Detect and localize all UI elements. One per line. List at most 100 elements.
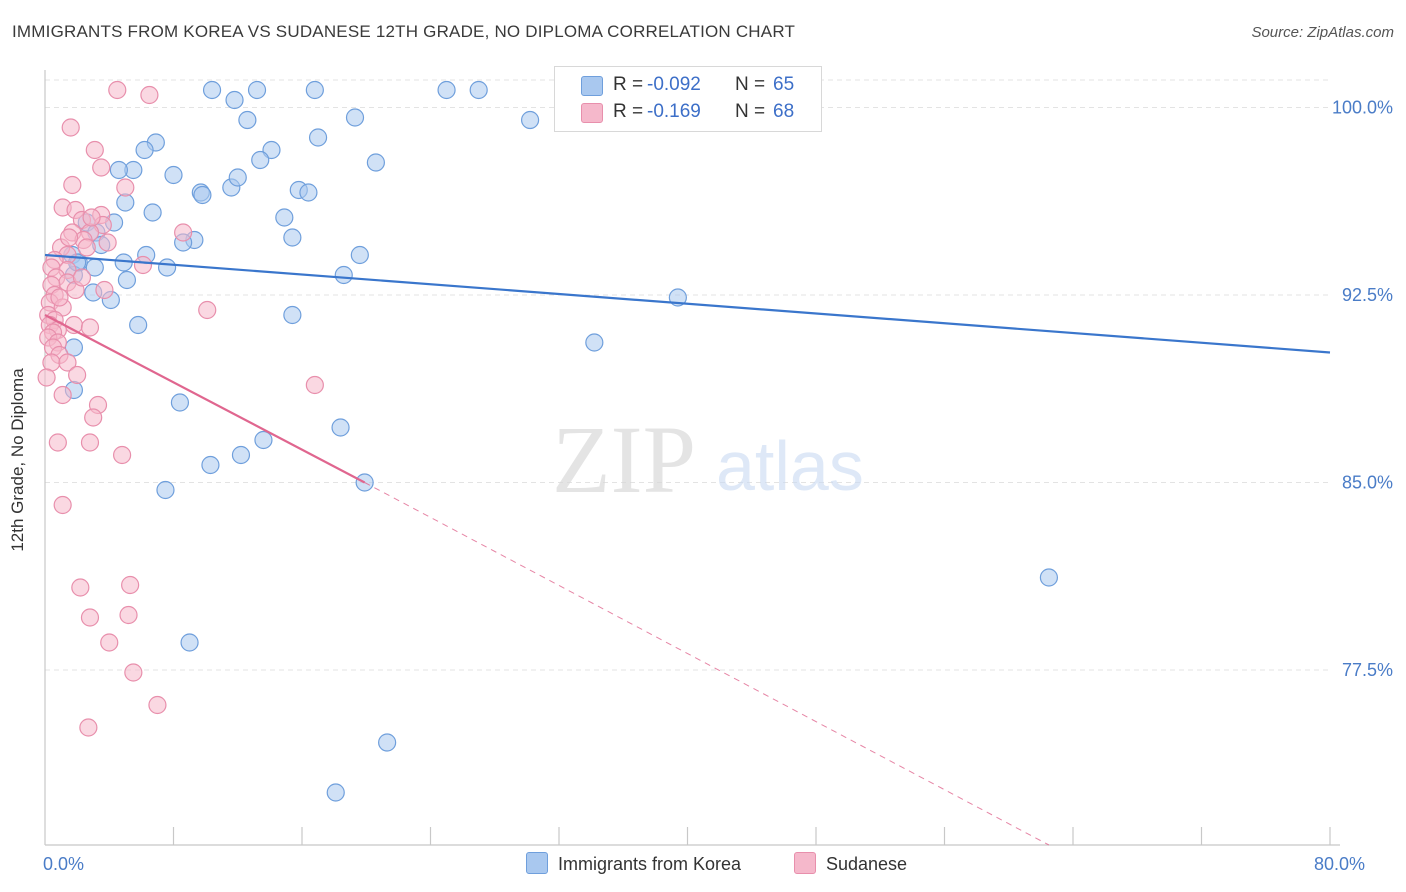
legend-item-sudanese[interactable]: Sudanese [794,852,907,875]
korea-point [283,305,302,325]
sudanese-point [82,208,101,227]
korea-point [251,150,270,170]
korea-point [156,480,175,500]
korea-point [157,258,177,277]
axis-labels: 100.0% 92.5% 85.0% 77.5% 0.0% 80.0% [43,98,1393,875]
sudanese-point [198,300,217,320]
sudanese-point [63,175,82,195]
sudanese-point [148,695,167,715]
sudanese-point [112,445,132,465]
korea-point [283,228,302,247]
sudanese-point [124,663,143,682]
n-value: 65 [773,74,795,95]
sudanese-point [42,353,61,372]
sudanese-point [108,80,127,100]
axes [44,70,1340,846]
sudanese-point [37,368,56,387]
sudanese-point [140,85,159,105]
korea-point [366,153,385,172]
y-tick-label: 85.0% [1342,473,1393,493]
sudanese-swatch [581,103,603,123]
korea-point [143,203,162,222]
sudanese-point [85,140,104,160]
sudanese-point [77,238,96,257]
trend-lines [44,253,1331,846]
sudanese-point [53,495,72,515]
korea-point [334,265,353,285]
sudanese-point [58,353,77,372]
r-label: R = [613,74,644,95]
legend-label: Sudanese [826,854,908,874]
legend-label: Immigrants from Korea [558,854,742,874]
sudanese-point [100,633,119,652]
sudanese-point [79,718,98,737]
korea-point [305,80,324,100]
korea-point [202,80,222,100]
korea-point [180,633,199,652]
korea-point [308,128,328,147]
legend-item-korea[interactable]: Immigrants from Korea [526,852,741,875]
sudanese-point [71,578,90,597]
n-value: 68 [773,101,795,122]
sudanese-point [80,433,100,452]
sudanese-point [92,158,111,177]
sudanese-point [119,605,138,625]
korea-point [345,108,365,127]
x-tick-label: 80.0% [1314,854,1365,874]
sudanese-point [174,223,193,242]
korea-point [109,160,128,180]
y-tick-label: 77.5% [1342,660,1393,680]
sudanese-point [50,288,69,307]
sudanese-point [61,118,80,137]
sudanese-point [98,233,117,252]
korea-trend-line [44,253,1331,354]
korea-legend-swatch [526,852,548,874]
sudanese-point [121,575,140,595]
y-tick-label: 100.0% [1332,98,1393,118]
korea-point [326,783,345,802]
sudanese-point [116,178,135,197]
sudanese-point [72,268,92,287]
korea-point [129,315,148,335]
korea-point [378,733,397,752]
sudanese-point [305,375,324,395]
watermark-atlas: atlas [716,427,864,505]
korea-point [170,393,190,412]
korea-point [275,208,294,227]
korea-point [350,245,369,265]
korea-point [193,185,212,205]
korea-point [299,183,318,202]
korea-point [254,430,273,450]
stats-box: R = -0.092 N = 65 R = -0.169 N = 68 [554,66,822,132]
sudanese-point [84,408,103,427]
korea-point [331,418,350,437]
korea-point [437,80,456,100]
chart-title: IMMIGRANTS FROM KOREA VS SUDANESE 12TH G… [12,22,796,41]
watermark-zip: ZIP [552,406,696,513]
sudanese-point [133,255,153,275]
korea-point [238,110,257,130]
korea-point [1039,568,1059,587]
sudanese-trend-line [44,314,366,484]
x-tick-label: 0.0% [43,854,84,874]
korea-point [164,165,183,185]
sudanese-point [80,318,100,337]
sudanese-point [53,385,72,405]
korea-point [231,445,251,465]
data-points [37,80,1059,802]
sudanese-point [80,608,100,627]
sudanese-point [95,280,114,300]
korea-point [201,455,220,475]
sudanese-point [68,365,87,385]
korea-point [585,333,604,352]
r-value: -0.169 [647,101,701,122]
korea-point [247,80,267,100]
y-tick-label: 92.5% [1342,285,1393,305]
watermark: ZIP atlas [552,406,864,513]
korea-point [228,168,247,187]
y-axis-label: 12th Grade, No Diploma [8,368,27,552]
sudanese-point [48,433,67,452]
r-value: -0.092 [647,74,701,95]
sudanese-legend-swatch [794,852,816,874]
